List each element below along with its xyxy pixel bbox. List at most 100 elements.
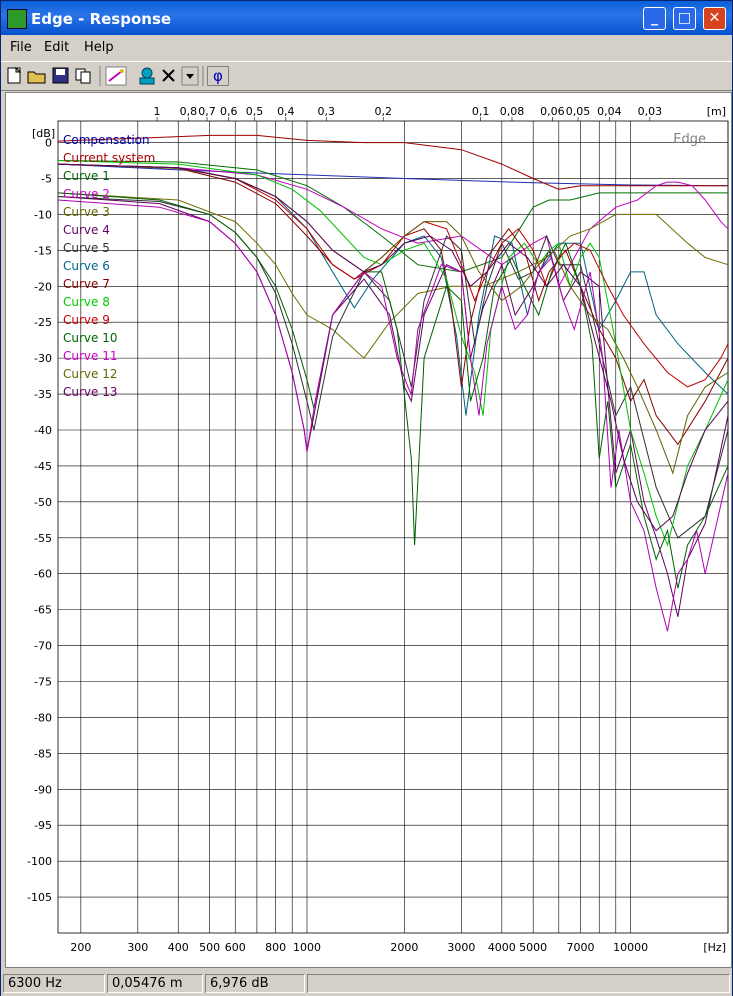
minimize-button[interactable]: _	[643, 7, 666, 30]
plot-frame	[57, 120, 729, 934]
save-icon[interactable]	[52, 67, 69, 84]
x-tick-label: 200	[70, 941, 91, 954]
x-tick-label: 400	[168, 941, 189, 954]
top-tick-label: 0,3	[318, 105, 336, 118]
toolbar: φ	[1, 61, 732, 91]
series-line-5	[57, 196, 729, 617]
y-unit-label: [dB]	[32, 127, 55, 140]
maximize-button[interactable]: □	[673, 7, 696, 30]
chevron-down-icon[interactable]	[181, 66, 199, 86]
top-tick-label: 0,05	[566, 105, 591, 118]
y-tick-label: 0	[45, 137, 52, 150]
title-bar[interactable]: Edge - Response _ □ ✕	[1, 1, 732, 35]
status-empty	[307, 974, 730, 993]
y-tick-label: -50	[34, 496, 52, 509]
menu-edit[interactable]: Edit	[44, 40, 70, 55]
y-tick-label: -70	[34, 640, 52, 653]
series-line-10	[57, 163, 729, 388]
legend-entry: Compensation	[63, 133, 150, 147]
series-line-2	[57, 160, 728, 273]
top-tick-label: 0,2	[374, 105, 392, 118]
y-tick-label: -40	[34, 424, 52, 437]
legend-entry: Curve 8	[63, 295, 110, 309]
top-tick-label: 0,8	[180, 105, 198, 118]
top-unit-label: [m]	[707, 105, 726, 118]
y-tick-label: -5	[41, 172, 52, 185]
legend-entry: Current system	[63, 151, 155, 165]
legend-entry: Curve 5	[63, 241, 110, 255]
top-tick-label: 0,03	[638, 105, 663, 118]
menu-bar	[1, 36, 732, 59]
legend-entry: Curve 3	[63, 205, 110, 219]
y-tick-label: -60	[34, 568, 52, 581]
y-tick-label: -65	[34, 604, 52, 617]
y-tick-label: -20	[34, 280, 52, 293]
top-tick-label: 0,4	[277, 105, 295, 118]
x-tick-label: 4000	[488, 941, 516, 954]
legend-entry: Curve 1	[63, 169, 110, 183]
top-tick-label: 0,6	[220, 105, 238, 118]
series-line-0	[57, 163, 729, 187]
series-line-4	[57, 192, 729, 359]
window-title: Edge - Response	[31, 10, 172, 28]
x-tick-label: 300	[127, 941, 148, 954]
x-tick-label: 2000	[390, 941, 418, 954]
top-tick-label: 0,7	[198, 105, 216, 118]
legend-entry: Curve 9	[63, 313, 110, 327]
legend-entry: Curve 2	[63, 187, 110, 201]
x-tick-label: 500	[199, 941, 220, 954]
legend-entry: Curve 7	[63, 277, 110, 291]
menu-help[interactable]: Help	[84, 40, 114, 55]
series-line-6	[57, 196, 729, 539]
status-frequency: 6300 Hz	[3, 974, 105, 993]
series-line-14	[57, 163, 729, 532]
series-line-12	[57, 199, 729, 632]
status-distance: 0,05476 m	[107, 974, 203, 993]
x-tick-label: 3000	[447, 941, 475, 954]
x-tick-label: 800	[265, 941, 286, 954]
open-folder-icon[interactable]	[27, 71, 46, 84]
close-button[interactable]: ✕	[703, 7, 726, 30]
y-tick-label: -45	[34, 460, 52, 473]
series-line-3	[57, 163, 729, 288]
y-tick-label: -80	[34, 711, 52, 724]
y-tick-label: -15	[34, 244, 52, 257]
menu-file[interactable]: File	[10, 40, 32, 55]
legend-entry: Curve 12	[63, 367, 118, 381]
y-tick-label: -55	[34, 532, 52, 545]
plot-area[interactable]: 0 -5 -10 -15 -20 -25 -30 -35 -40 -45 -50 -55 -60 -65 -…	[5, 92, 732, 968]
draw-icon[interactable]	[105, 66, 127, 86]
new-file-icon[interactable]	[7, 66, 22, 84]
edge-watermark: Edge	[673, 132, 706, 147]
x-tick-label: 5000	[519, 941, 547, 954]
top-tick-label: 0,04	[597, 105, 622, 118]
series-line-9	[57, 160, 729, 547]
top-tick-label: 0,1	[472, 105, 490, 118]
y-tick-label: -25	[34, 316, 52, 329]
copy-icon[interactable]	[75, 68, 91, 84]
response-chart[interactable]: 0 -5 -10 -15 -20 -25 -30 -35 -40 -45 -50 -55 -60 -65 -…	[6, 93, 731, 967]
top-tick-label: 0,08	[500, 105, 525, 118]
y-tick-label: -35	[34, 388, 52, 401]
x-tick-label: 7000	[566, 941, 594, 954]
legend-entry: Curve 6	[63, 259, 110, 273]
series-line-8	[57, 163, 729, 446]
y-tick-label: -100	[27, 855, 52, 868]
legend-entry: Curve 4	[63, 223, 110, 237]
x-tick-label: 10000	[613, 941, 648, 954]
x-tick-label: 600	[225, 941, 246, 954]
legend-entry: Curve 13	[63, 385, 118, 399]
phase-button[interactable]: φ	[207, 66, 229, 86]
y-tick-label: -105	[27, 891, 52, 904]
y-tick-label: -95	[34, 819, 52, 832]
y-tick-label: -10	[34, 208, 52, 221]
legend-entry: Curve 10	[63, 331, 118, 345]
y-tick-label: -75	[34, 675, 52, 688]
app-icon	[7, 9, 27, 29]
y-tick-label: -90	[34, 783, 52, 796]
top-tick-label: 1	[154, 105, 161, 118]
speaker-icon[interactable]	[139, 67, 155, 85]
delete-icon[interactable]	[162, 69, 175, 82]
y-tick-label: -85	[34, 747, 52, 760]
top-tick-label: 0,5	[246, 105, 264, 118]
